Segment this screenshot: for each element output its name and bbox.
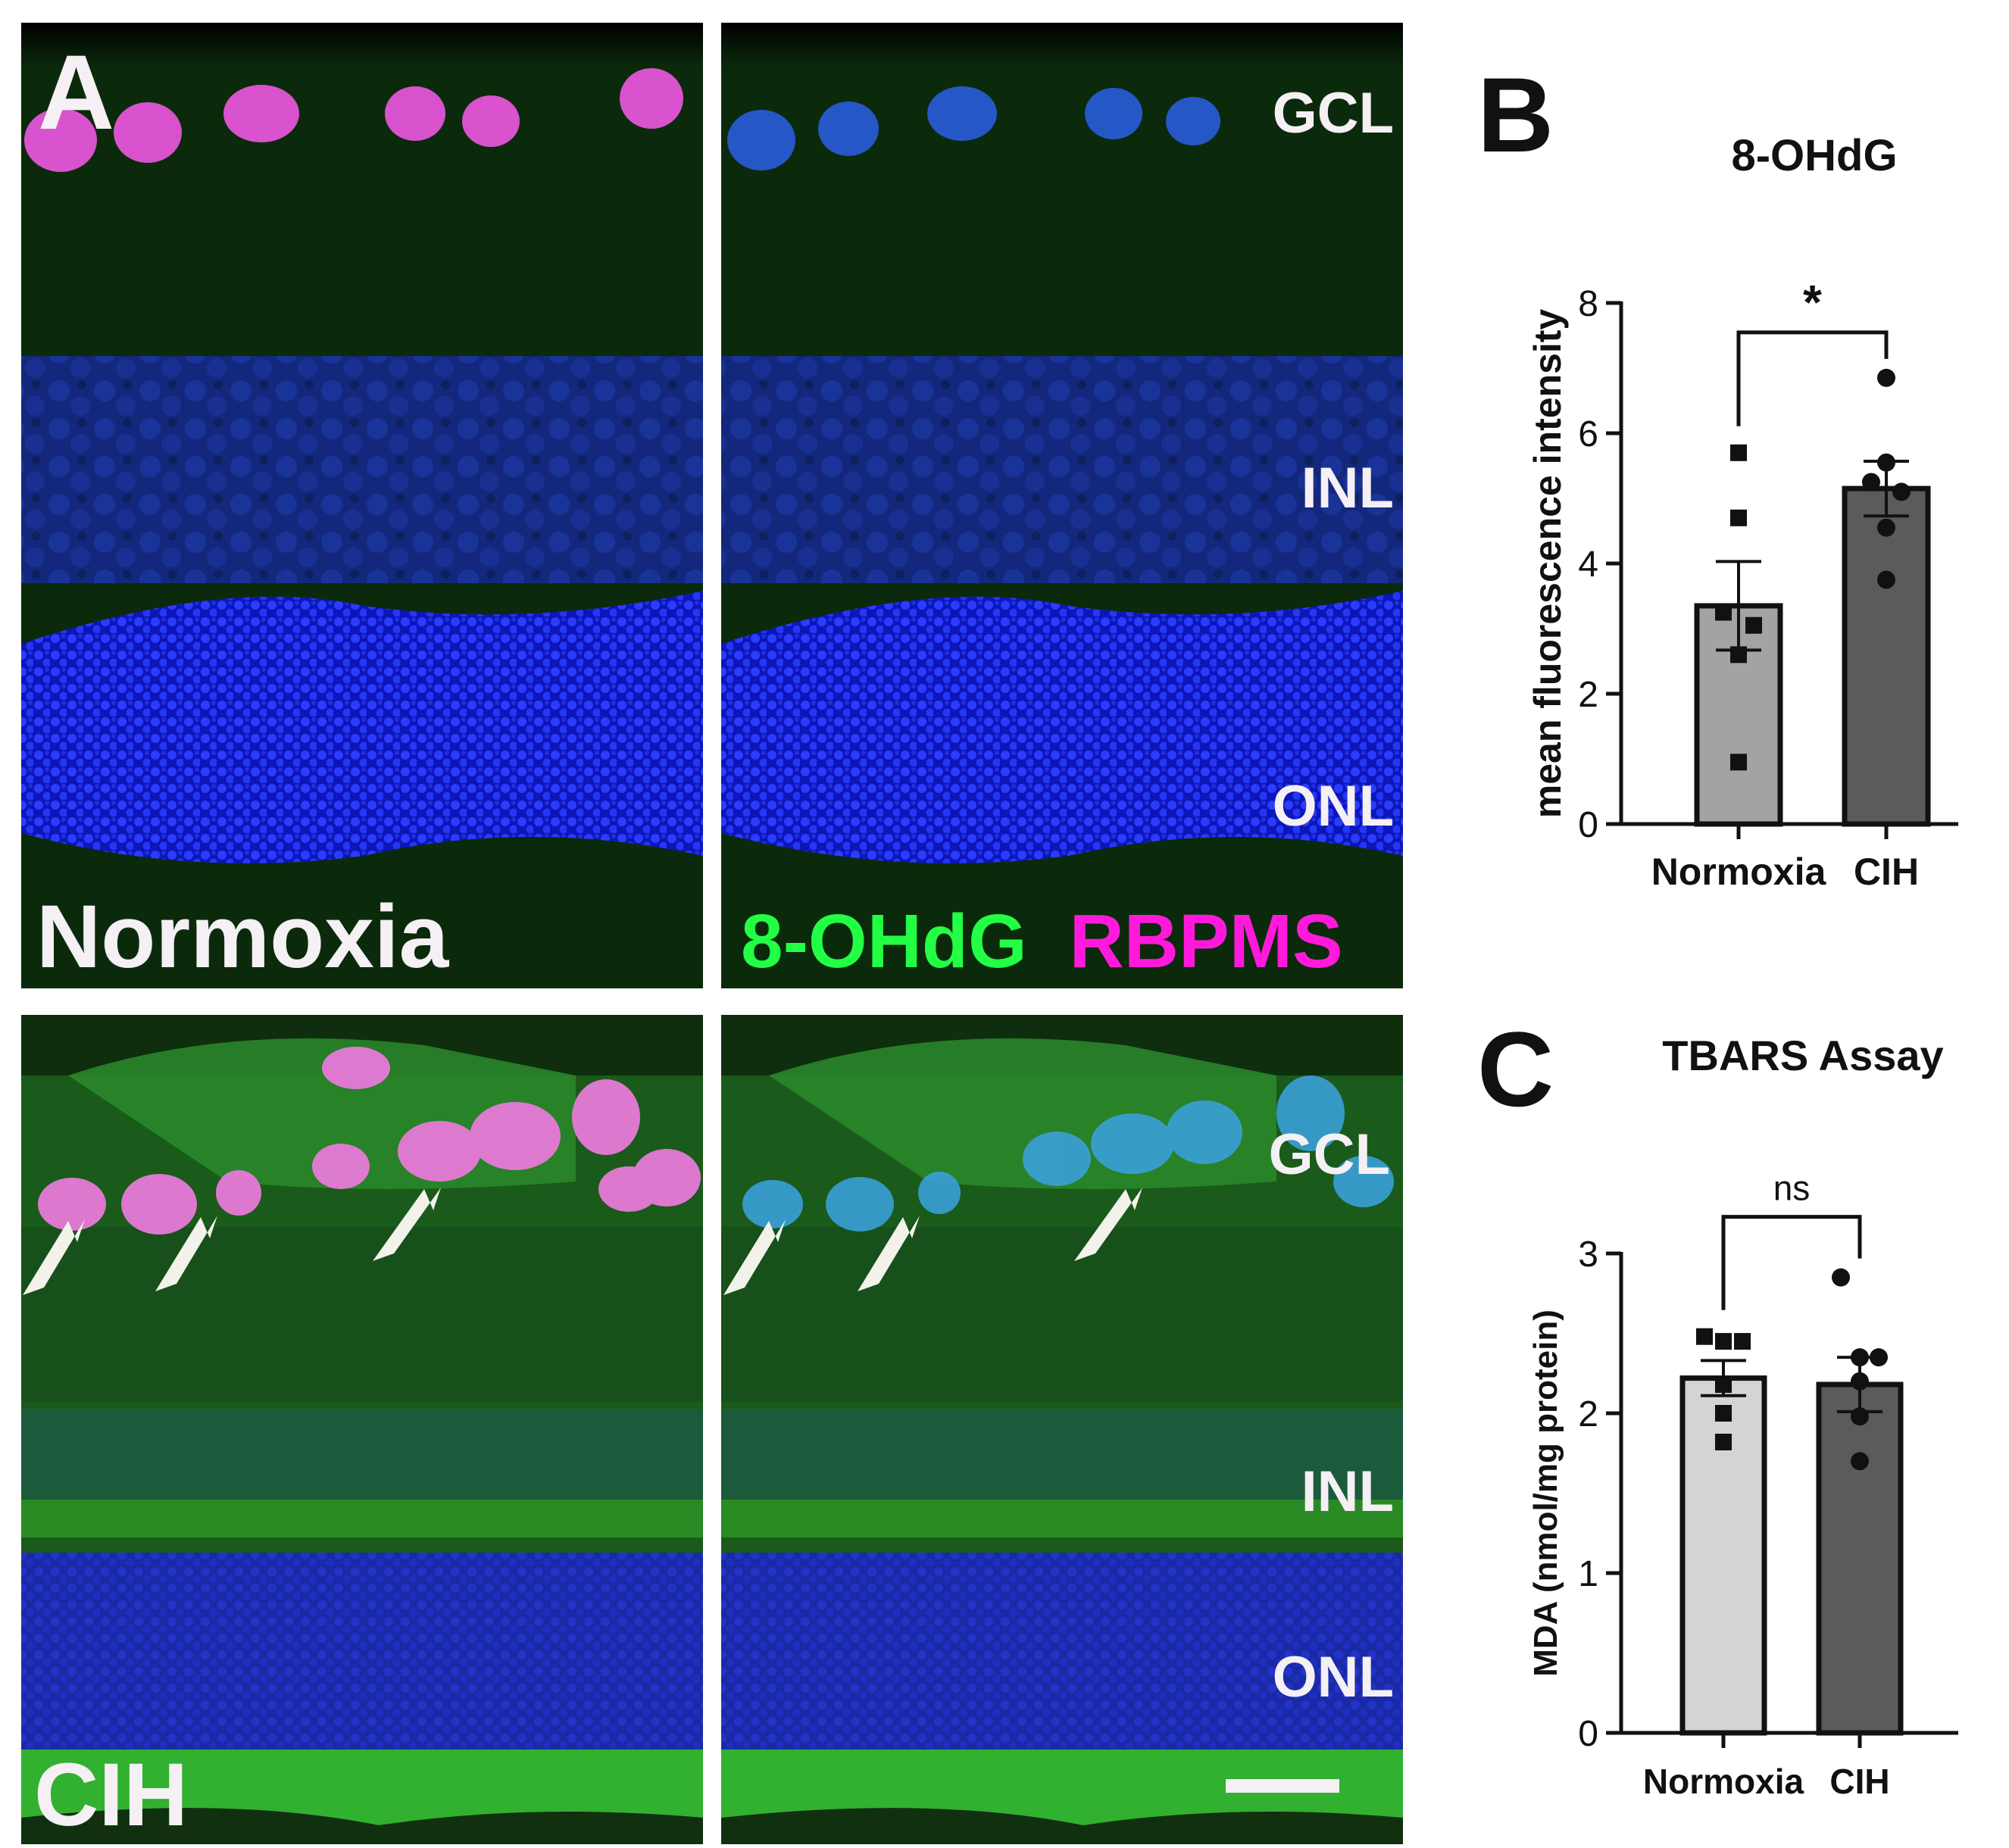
y-tick-label: 1 [1578, 1554, 1598, 1594]
data-point [1730, 754, 1747, 771]
data-point [1730, 509, 1747, 526]
panel-label-b: B [1477, 55, 1554, 174]
data-point [1715, 1405, 1732, 1422]
data-point [1730, 444, 1747, 461]
stain-legend: 8-OHdG RBPMS [741, 899, 1343, 984]
x-tick-label: Normoxia [1643, 1762, 1804, 1801]
data-point [1696, 1328, 1713, 1345]
data-point [1730, 646, 1747, 663]
data-point [1745, 617, 1762, 634]
panel-label-c: C [1477, 1010, 1554, 1128]
bar-cih [1816, 1381, 1904, 1736]
data-point [1715, 1433, 1732, 1450]
layer-label-onl-bottom: ONL [1273, 1645, 1394, 1709]
y-tick-label: 2 [1578, 675, 1598, 715]
x-tick-label: CIH [1829, 1762, 1889, 1801]
significance-label: ns [1773, 1169, 1811, 1208]
layer-label-gcl-top: GCL [1273, 81, 1394, 145]
layer-label-inl-top: INL [1301, 456, 1394, 520]
significance-bracket [1736, 330, 1889, 426]
y-tick-label: 2 [1578, 1394, 1598, 1434]
layer-label-onl-top: ONL [1273, 774, 1394, 838]
bar-cih [1842, 485, 1931, 827]
data-point [1851, 1452, 1869, 1471]
y-tick-label: 4 [1578, 545, 1598, 585]
stain-legend-green: 8-OHdG [741, 899, 1027, 984]
condition-label-cih: CIH [34, 1745, 188, 1845]
significance-bracket [1721, 1215, 1862, 1310]
y-tick-label: 6 [1578, 414, 1598, 454]
micrograph-normoxia-green-blue [721, 23, 1403, 988]
data-point [1851, 1372, 1869, 1391]
y-axis-label: MDA (nmol/mg protein) [1527, 1310, 1564, 1677]
data-point [1877, 453, 1895, 472]
layer-label-inl-bottom: INL [1301, 1459, 1394, 1524]
x-tick-label: Normoxia [1651, 851, 1827, 893]
data-point [1715, 604, 1732, 621]
data-point [1734, 1333, 1751, 1350]
bar-normoxia [1679, 1375, 1767, 1736]
micrograph-normoxia-merged [21, 23, 703, 988]
data-point [1832, 1268, 1850, 1287]
y-axis-label: mean fluorescence intensity [1526, 309, 1569, 819]
data-point [1877, 368, 1895, 387]
data-point [1870, 1348, 1888, 1367]
chart-title: 8-OHdG [1731, 131, 1897, 180]
data-point [1892, 482, 1911, 501]
stain-legend-magenta: RBPMS [1070, 899, 1343, 984]
panel-label-a: A [38, 33, 114, 151]
data-point [1862, 473, 1880, 492]
micrograph-cih-green-blue [721, 1015, 1403, 1844]
condition-label-normoxia: Normoxia [36, 887, 450, 987]
scale-bar [1226, 1779, 1339, 1793]
y-tick-label: 3 [1578, 1235, 1598, 1275]
y-tick-label: 0 [1578, 1714, 1598, 1754]
x-tick-label: CIH [1854, 851, 1919, 893]
y-tick-label: 0 [1578, 805, 1598, 845]
data-point [1877, 518, 1895, 537]
micrograph-cih-merged [21, 1015, 703, 1844]
data-point [1851, 1348, 1869, 1367]
chart-title: TBARS Assay [1662, 1032, 1943, 1079]
data-point [1851, 1407, 1869, 1426]
data-point [1715, 1333, 1732, 1350]
data-point [1877, 570, 1895, 589]
chart-tbars: TBARS Assay 0 1 2 3 MDA (nmol/mg protein) Norm… [1527, 1032, 1958, 1801]
y-tick-label: 8 [1578, 284, 1598, 324]
significance-label: * [1803, 275, 1822, 329]
layer-label-gcl-bottom: GCL [1269, 1122, 1390, 1187]
data-point [1715, 1376, 1732, 1394]
